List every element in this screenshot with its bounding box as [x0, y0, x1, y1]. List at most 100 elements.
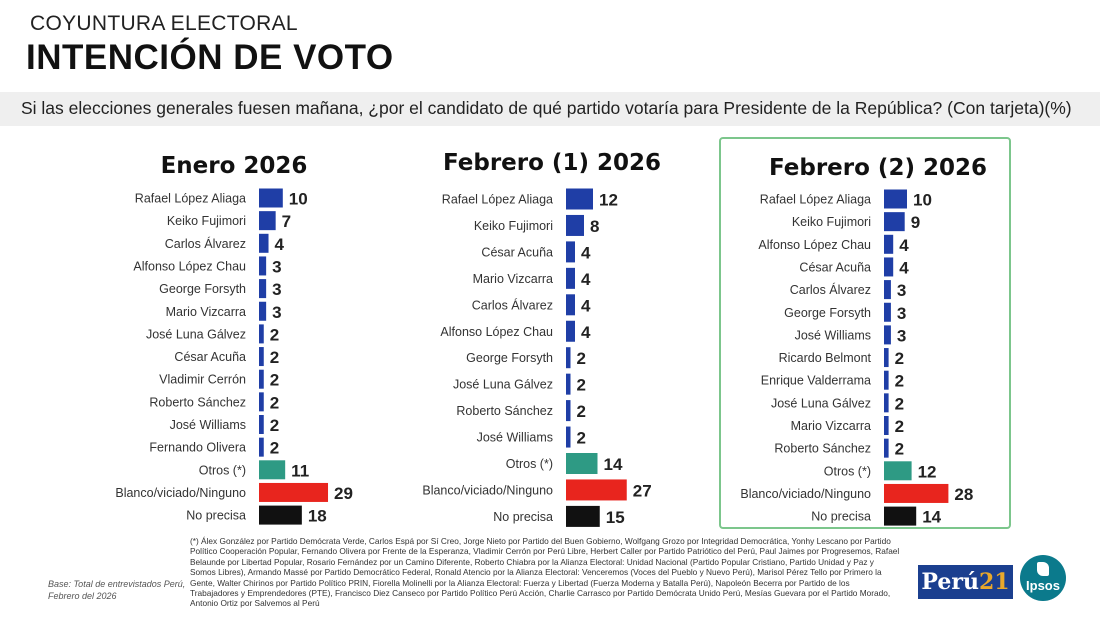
bar	[884, 257, 894, 277]
base-note: Base: Total de entrevistados Perú, Febre…	[48, 579, 186, 601]
footnote: (*) Álex González por Partido Demócrata …	[190, 536, 900, 609]
value-label: 27	[633, 481, 652, 500]
value-label: 3	[897, 281, 906, 300]
category-label: Alfonso López Chau	[133, 259, 246, 273]
bar	[566, 241, 575, 263]
category-label: César Acuña	[799, 260, 871, 274]
value-label: 4	[581, 270, 591, 289]
bar	[884, 416, 889, 435]
peru21-logo: Perú21	[918, 565, 1013, 599]
value-label: 2	[577, 376, 586, 395]
category-label: No precisa	[186, 509, 246, 523]
value-label: 11	[291, 461, 309, 480]
bar	[259, 324, 264, 344]
bar	[566, 267, 575, 289]
category-label: Alfonso López Chau	[440, 325, 553, 339]
bar	[259, 415, 264, 434]
value-label: 2	[577, 349, 586, 368]
value-label: 7	[282, 212, 291, 231]
value-label: 4	[581, 323, 591, 342]
category-label: Rafael López Aliaga	[760, 193, 871, 207]
value-label: 4	[581, 296, 591, 315]
bar	[259, 301, 267, 321]
category-label: Rafael López Aliaga	[135, 192, 246, 206]
category-label: José Williams	[170, 418, 246, 432]
category-label: José Luna Gálvez	[453, 378, 553, 392]
chart-title: Febrero (1) 2026	[443, 150, 661, 176]
bar	[566, 479, 627, 501]
poll-chart-1: Enero 2026 Rafael López Aliaga 10 Keiko Fuj…	[115, 153, 353, 526]
value-label: 12	[599, 191, 618, 210]
category-label: José Luna Gálvez	[771, 396, 871, 410]
category-label: Rafael López Aliaga	[442, 193, 553, 207]
bar	[566, 426, 571, 448]
value-label: 2	[895, 394, 904, 413]
peru21-logo-number: 21	[978, 569, 1010, 595]
value-label: 29	[334, 484, 353, 503]
value-label: 9	[911, 213, 920, 232]
poll-chart-2: Febrero (1) 2026 Rafael López Aliaga 12 Kei…	[422, 150, 661, 527]
bar	[566, 373, 571, 395]
page-title: INTENCIÓN DE VOTO	[26, 38, 394, 77]
bar	[884, 483, 949, 503]
category-label: Ricardo Belmont	[779, 351, 872, 365]
value-label: 10	[289, 190, 308, 209]
value-label: 8	[590, 217, 599, 236]
category-label: No precisa	[493, 510, 553, 524]
value-label: 10	[913, 191, 932, 210]
bar	[884, 506, 917, 526]
bar	[884, 370, 889, 390]
value-label: 2	[270, 393, 279, 412]
bar	[259, 482, 329, 502]
bar	[259, 392, 264, 412]
value-label: 2	[270, 416, 279, 435]
category-label: José Williams	[477, 431, 553, 445]
bar	[884, 189, 907, 209]
bar	[259, 505, 302, 525]
category-label: Blanco/viciado/Ninguno	[740, 487, 871, 501]
category-label: Alfonso López Chau	[758, 238, 871, 252]
survey-question: Si las elecciones generales fuesen mañan…	[21, 98, 1072, 118]
category-label: Fernando Olivera	[149, 441, 246, 455]
category-label: Mario Vizcarra	[473, 272, 553, 286]
category-label: George Forsyth	[466, 351, 553, 365]
ipsos-logo-mark	[1037, 562, 1049, 576]
bar	[566, 505, 600, 527]
bar	[884, 438, 889, 458]
ipsos-logo-text: Ipsos	[1026, 578, 1060, 593]
value-label: 2	[895, 349, 904, 368]
bar	[259, 437, 264, 457]
value-label: 2	[270, 439, 279, 458]
value-label: 2	[577, 402, 586, 421]
category-label: José Williams	[795, 328, 871, 342]
category-label: Enrique Valderrama	[761, 374, 871, 388]
peru21-logo-text: Perú	[921, 569, 979, 595]
value-label: 18	[308, 507, 327, 526]
kicker: COYUNTURA ELECTORAL	[30, 12, 298, 35]
category-label: George Forsyth	[159, 282, 246, 296]
category-label: Roberto Sánchez	[456, 404, 553, 418]
category-label: Mario Vizcarra	[791, 419, 871, 433]
bar	[566, 453, 598, 474]
category-label: Blanco/viciado/Ninguno	[115, 486, 246, 500]
poll-chart-3: Febrero (2) 2026 Rafael López Aliaga 10 Kei…	[740, 155, 987, 527]
value-label: 12	[918, 462, 937, 481]
category-label: César Acuña	[174, 350, 246, 364]
value-label: 4	[581, 243, 591, 262]
category-label: No precisa	[811, 510, 871, 524]
category-label: Carlos Álvarez	[165, 236, 246, 251]
value-label: 15	[606, 508, 625, 527]
chart-title: Enero 2026	[161, 153, 308, 179]
value-label: 2	[270, 371, 279, 390]
category-label: Vladimir Cerrón	[159, 373, 246, 387]
category-label: Otros (*)	[506, 457, 553, 471]
bar	[566, 400, 571, 422]
bar	[884, 234, 894, 254]
value-label: 14	[922, 508, 941, 527]
value-label: 2	[270, 325, 279, 344]
bar	[259, 369, 264, 389]
value-label: 3	[272, 280, 281, 299]
category-label: Mario Vizcarra	[166, 305, 246, 319]
value-label: 4	[899, 258, 909, 277]
